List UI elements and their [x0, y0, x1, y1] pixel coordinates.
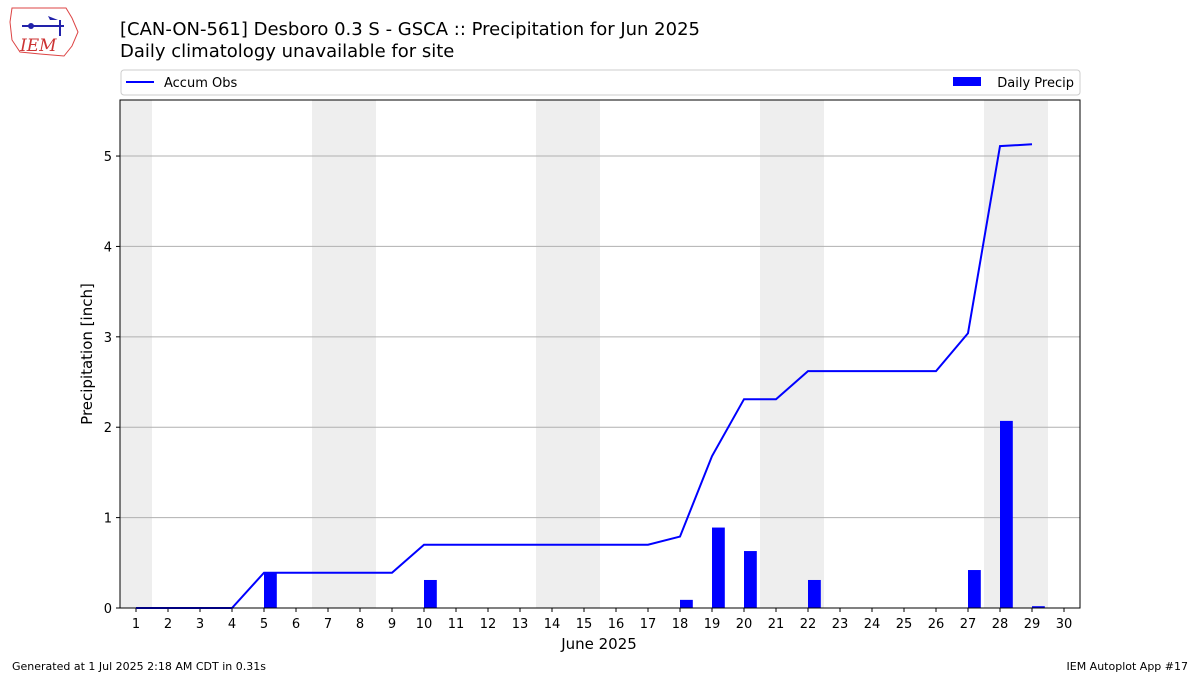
x-tick-label: 19 [704, 617, 721, 632]
x-tick-label: 1 [132, 617, 140, 632]
x-tick-label: 13 [512, 617, 529, 632]
y-tick-label: 3 [104, 331, 112, 346]
x-tick-label: 4 [228, 617, 236, 632]
x-tick-label: 9 [388, 617, 396, 632]
y-tick-label: 0 [104, 602, 112, 617]
x-tick-label: 17 [640, 617, 657, 632]
weekend-shade [120, 100, 152, 608]
x-tick-label: 30 [1056, 617, 1073, 632]
logo-text: IEM [19, 36, 57, 56]
x-tick-label: 15 [576, 617, 593, 632]
legend-swatch [953, 77, 981, 86]
chart-title: [CAN-ON-561] Desboro 0.3 S - GSCA :: Pre… [120, 19, 700, 40]
legend-label: Daily Precip [997, 76, 1074, 91]
x-tick-label: 26 [928, 617, 945, 632]
x-tick-label: 7 [324, 617, 332, 632]
x-tick-label: 12 [480, 617, 497, 632]
x-tick-label: 24 [864, 617, 881, 632]
x-tick-label: 2 [164, 617, 172, 632]
x-tick-label: 20 [736, 617, 753, 632]
x-tick-label: 16 [608, 617, 625, 632]
x-tick-label: 18 [672, 617, 689, 632]
y-axis-label: Precipitation [inch] [78, 283, 96, 425]
y-tick-label: 2 [104, 421, 112, 436]
x-tick-label: 25 [896, 617, 913, 632]
x-tick-label: 22 [800, 617, 817, 632]
y-tick-label: 1 [104, 512, 112, 527]
y-tick-label: 4 [104, 240, 112, 255]
x-tick-label: 29 [1024, 617, 1041, 632]
bar [968, 570, 981, 608]
weekend-shade [984, 100, 1048, 608]
bar [744, 551, 757, 608]
x-axis-label: June 2025 [560, 635, 637, 653]
x-tick-label: 5 [260, 617, 268, 632]
legend [120, 69, 1081, 96]
weekend-shade [760, 100, 824, 608]
x-tick-label: 21 [768, 617, 785, 632]
y-tick-label: 5 [104, 150, 112, 165]
logo: IEM [9, 7, 79, 57]
x-tick-label: 11 [448, 617, 465, 632]
chart-subtitle: Daily climatology unavailable for site [120, 41, 454, 62]
bar [424, 579, 437, 608]
bar [264, 572, 277, 608]
x-tick-label: 6 [292, 617, 300, 632]
legend-label: Accum Obs [164, 76, 237, 91]
x-tick-label: 8 [356, 617, 364, 632]
line [136, 143, 1033, 609]
x-tick-label: 14 [544, 617, 561, 632]
plot-frame [119, 99, 1081, 609]
x-tick-label: 3 [196, 617, 204, 632]
bar [680, 599, 693, 608]
bar [1000, 420, 1013, 608]
x-tick-label: 27 [960, 617, 977, 632]
bar [808, 579, 821, 608]
bar [712, 527, 725, 608]
x-tick-label: 23 [832, 617, 849, 632]
x-tick-label: 10 [416, 617, 433, 632]
weekend-shade [536, 100, 600, 608]
weekend-shade [312, 100, 376, 608]
x-tick-label: 28 [992, 617, 1009, 632]
bar [1032, 606, 1045, 608]
footer-right: IEM Autoplot App #17 [1067, 660, 1189, 673]
footer-left: Generated at 1 Jul 2025 2:18 AM CDT in 0… [12, 660, 266, 673]
